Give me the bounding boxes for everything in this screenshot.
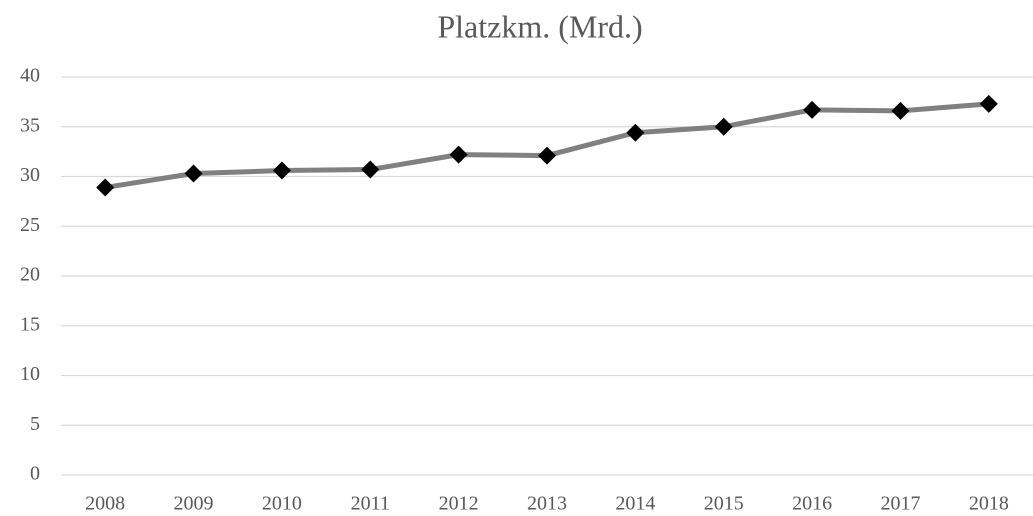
y-tick-label: 0: [30, 463, 40, 485]
marker: [184, 164, 203, 183]
y-tick-label: 20: [20, 264, 40, 286]
x-tick-label: 2011: [351, 493, 390, 515]
y-tick-label: 40: [20, 65, 40, 87]
marker: [538, 146, 556, 165]
line: [104, 101, 990, 190]
x-tick-label: 2017: [880, 493, 920, 515]
marker: [626, 123, 645, 142]
marker: [803, 100, 822, 119]
marker: [979, 94, 998, 113]
y-tick-label: 30: [20, 164, 40, 186]
y-tick-label: 25: [20, 214, 40, 236]
x-tick-label: 2016: [792, 493, 832, 515]
x-tick-label: 2014: [615, 493, 655, 515]
y-tick-label: 35: [20, 114, 40, 136]
marker: [96, 178, 115, 197]
y-tick-label: 5: [30, 413, 40, 435]
marker: [714, 117, 733, 136]
x-tick-label: 2010: [262, 493, 302, 515]
x-tick-label: 2018: [969, 493, 1009, 515]
marker: [449, 145, 468, 164]
x-tick-label: 2008: [85, 493, 125, 515]
marker: [361, 160, 380, 179]
x-tick-label: 2012: [439, 493, 479, 515]
y-tick-label: 15: [20, 313, 40, 335]
x-tick-label: 2009: [174, 493, 214, 515]
chart-title: Platzkm. (Mrd.): [437, 8, 642, 44]
marker: [891, 101, 910, 120]
y-tick-label: 10: [20, 363, 40, 385]
x-tick-label: 2015: [704, 493, 744, 515]
x-tick-label: 2013: [527, 493, 567, 515]
marker: [272, 161, 291, 180]
